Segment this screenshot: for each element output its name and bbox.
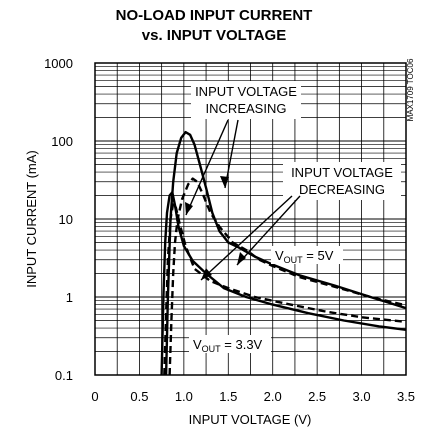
x-tick-label: 3.0	[353, 389, 371, 404]
x-tick-label: 0	[91, 389, 98, 404]
decreasing-label-line1: INPUT VOLTAGE	[291, 165, 393, 180]
vout33-label-v: V	[193, 337, 202, 352]
vout5-label-v: V	[275, 248, 284, 263]
arrow-head-increasing-2	[220, 176, 229, 188]
chart-subtitle: vs. INPUT VOLTAGE	[142, 27, 286, 44]
x-tick-label: 1.5	[219, 389, 237, 404]
vout5-label-sub: OUT	[284, 255, 304, 265]
arrow-decreasing-2	[236, 195, 301, 266]
y-tick-label: 100	[51, 134, 73, 149]
decreasing-label-bg	[283, 162, 401, 200]
arrow-heads	[185, 176, 246, 280]
x-tick-label: 1.0	[175, 389, 193, 404]
vout5-label: VOUT = 5V	[275, 248, 334, 265]
y-tick-label: 1000	[44, 56, 73, 71]
solid-curve-1	[164, 130, 407, 376]
arrow-head-decreasing-2	[237, 252, 246, 265]
arrow-decreasing-1	[200, 195, 293, 281]
vout33-label-bg	[189, 335, 271, 353]
figure-code: MAX1709 TOC06	[406, 58, 415, 121]
vout33-label-value: = 3.3V	[221, 337, 263, 352]
vout5-label-value: = 5V	[303, 248, 334, 263]
y-tick-label: 10	[59, 212, 73, 227]
arrow-increasing-1	[185, 119, 229, 216]
arrow-head-decreasing-1	[201, 268, 212, 280]
x-tick-label: 3.5	[397, 389, 415, 404]
y-axis-label: INPUT CURRENT (mA)	[24, 150, 39, 287]
dashed-curve-4	[163, 201, 407, 376]
increasing-label-line2: INCREASING	[206, 101, 287, 116]
dashed-curve-3	[168, 177, 407, 376]
y-tick-label: 1	[66, 290, 73, 305]
vout33-label-sub: OUT	[202, 344, 222, 354]
y-tick-label: 0.1	[55, 368, 73, 383]
x-tick-labels: 0 0.5 1.0 1.5 2.0 2.5 3.0 3.5	[91, 389, 415, 404]
vout33-label: VOUT = 3.3V	[193, 337, 263, 354]
chart-title: NO-LOAD INPUT CURRENT	[116, 7, 313, 24]
y-tick-labels: 0.1 1 10 100 1000	[44, 56, 73, 383]
annotation-arrows	[185, 119, 301, 281]
x-tick-label: 2.0	[264, 389, 282, 404]
increasing-label-line1: INPUT VOLTAGE	[195, 84, 297, 99]
arrow-increasing-2	[224, 119, 239, 189]
x-axis-label: INPUT VOLTAGE (V)	[189, 412, 312, 427]
vout5-label-bg	[271, 246, 343, 264]
data-curves	[160, 130, 407, 376]
plot-frame	[94, 62, 407, 376]
increasing-label-bg	[191, 81, 301, 119]
arrow-head-increasing-1	[185, 202, 193, 215]
x-tick-label: 2.5	[308, 389, 326, 404]
x-tick-label: 0.5	[130, 389, 148, 404]
decreasing-label-line2: DECREASING	[299, 182, 385, 197]
